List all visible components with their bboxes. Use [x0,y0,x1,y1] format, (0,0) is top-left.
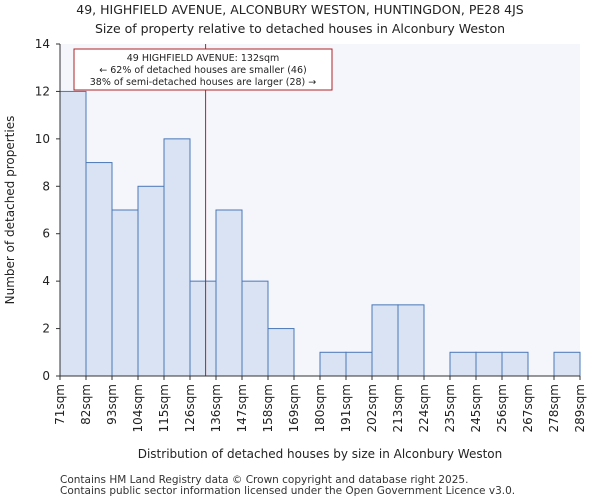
bar-202sqm [371,304,399,377]
footer-line1: Contains HM Land Registry data © Crown c… [60,474,468,486]
x-tick-label: 224sqm [417,384,431,432]
bar-136sqm [215,209,243,377]
x-tick-label: 71sqm [53,384,67,425]
y-tick-label: 2 [42,322,50,336]
bar-245sqm [475,351,503,377]
x-tick-label: 191sqm [339,384,353,432]
bar-115sqm [163,138,191,377]
y-tick-label: 12 [35,84,50,98]
y-tick-label: 10 [35,132,50,146]
y-tick-label: 4 [42,274,50,288]
x-tick-label: 104sqm [131,384,145,432]
x-tick-label: 256sqm [495,384,509,432]
chart-title-line2: Size of property relative to detached ho… [95,21,505,36]
x-tick-label: 147sqm [235,384,249,432]
x-tick-label: 158sqm [261,384,275,432]
bar-147sqm [241,280,269,377]
bar-278sqm [553,351,581,377]
y-tick-label: 8 [42,179,50,193]
y-axis-label: Number of detached properties [3,116,17,305]
x-tick-label: 136sqm [209,384,223,432]
x-tick-label: 267sqm [521,384,535,432]
bar-104sqm [137,185,165,377]
x-axis-label: Distribution of detached houses by size … [138,447,503,461]
bar-256sqm [501,351,529,377]
x-tick-label: 202sqm [365,384,379,432]
x-tick-label: 115sqm [157,384,171,432]
footer-line2: Contains public sector information licen… [60,485,515,497]
bar-82sqm [85,162,113,377]
bar-71sqm [59,90,87,377]
bar-93sqm [111,209,139,377]
x-tick-label: 235sqm [443,384,457,432]
x-tick-label: 93sqm [105,384,119,425]
chart-title-line1: 49, HIGHFIELD AVENUE, ALCONBURY WESTON, … [76,2,523,17]
bar-126sqm [189,280,217,377]
annotation-box: 49 HIGHFIELD AVENUE: 132sqm ← 62% of det… [73,48,333,91]
y-tick-label: 14 [35,37,50,51]
x-tick-label: 245sqm [469,384,483,432]
annotation-line2: ← 62% of detached houses are smaller (46… [99,65,306,76]
y-tick-label: 0 [42,369,50,383]
x-tick-label: 169sqm [287,384,301,432]
x-tick-label: 278sqm [547,384,561,432]
bar-213sqm [397,304,425,377]
x-tick-label: 180sqm [313,384,327,432]
x-tick-label: 126sqm [183,384,197,432]
bar-180sqm [319,351,347,377]
annotation-line3: 38% of semi-detached houses are larger (… [90,77,317,88]
annotation-line1: 49 HIGHFIELD AVENUE: 132sqm [127,53,280,64]
bar-191sqm [345,351,373,377]
y-tick-label: 6 [42,227,50,241]
bar-158sqm [267,328,295,377]
x-tick-label: 82sqm [79,384,93,425]
x-tick-label: 289sqm [573,384,587,432]
x-tick-label: 213sqm [391,384,405,432]
bar-235sqm [449,351,477,377]
